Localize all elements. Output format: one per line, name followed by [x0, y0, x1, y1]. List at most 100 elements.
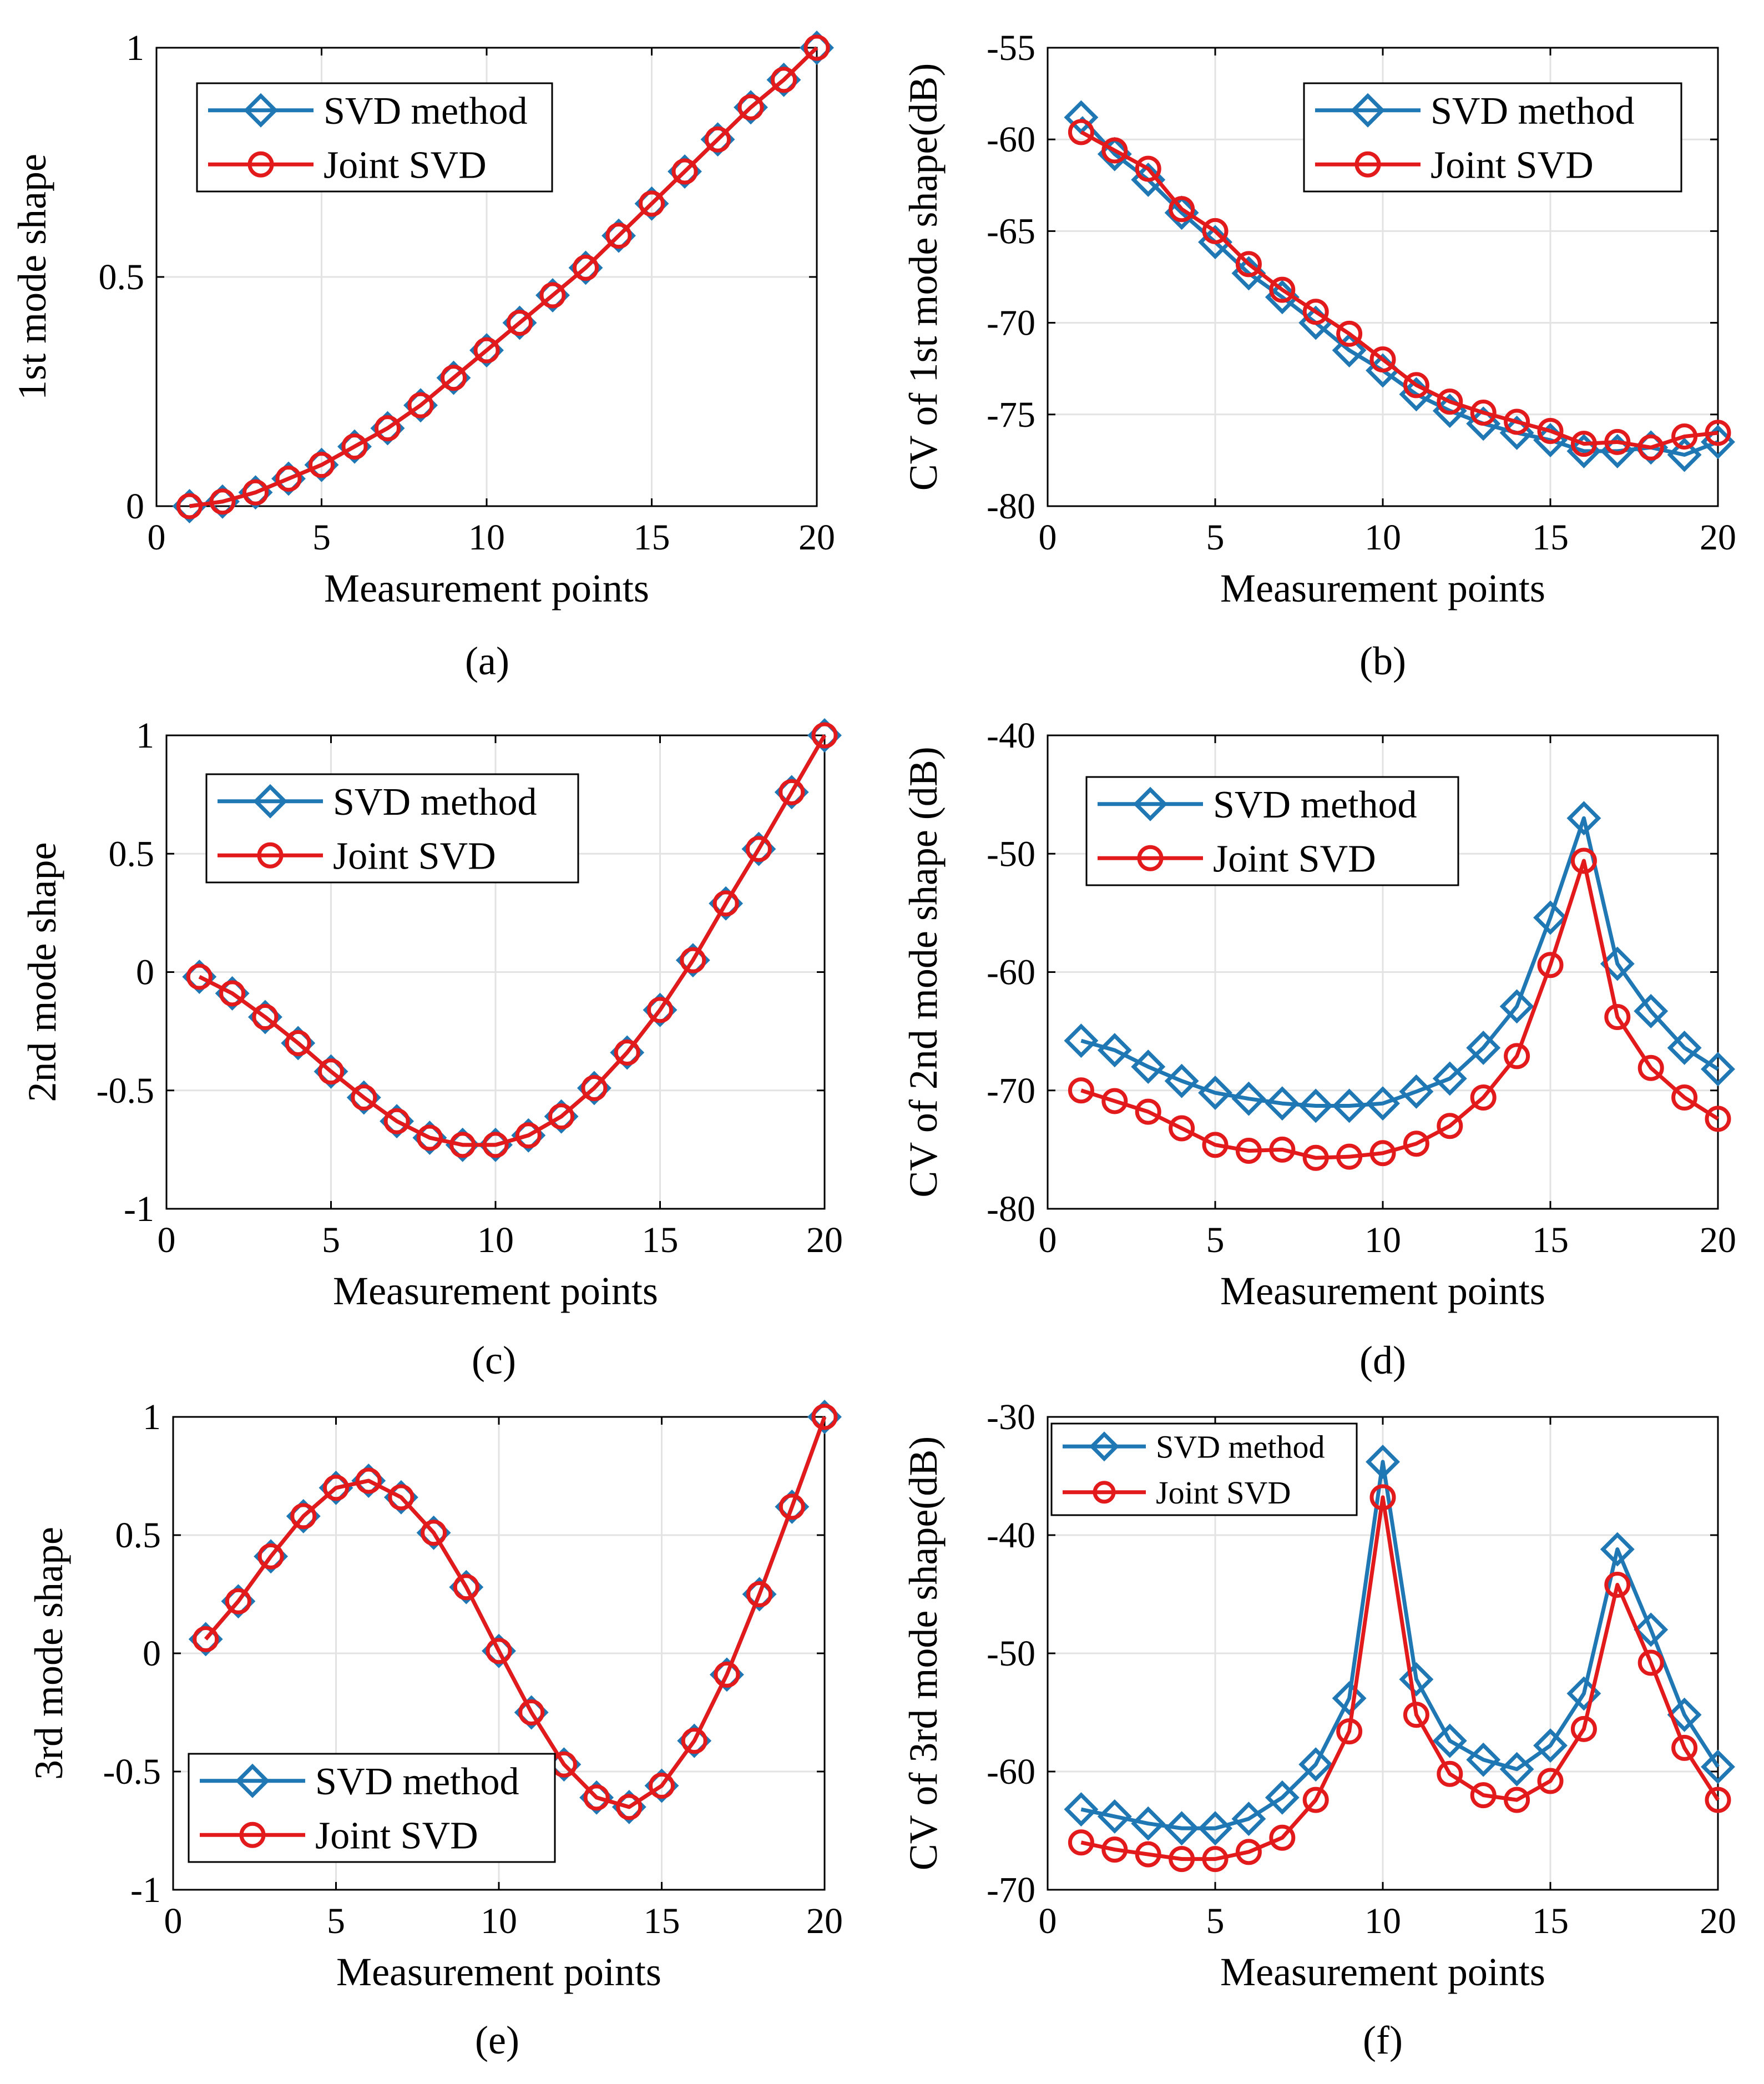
x-tick-label: 5: [327, 1901, 345, 1941]
data-point-circle: [1269, 276, 1296, 303]
x-axis-label: Measurement points: [333, 1269, 658, 1313]
x-tick-label: 10: [1364, 1901, 1401, 1941]
data-point-circle: [1504, 1787, 1530, 1813]
legend-marker-circle: [257, 842, 284, 869]
data-point-circle: [1437, 1113, 1463, 1139]
x-tick-label: 5: [322, 1220, 340, 1260]
legend-label: SVD method: [1431, 90, 1635, 133]
data-point-circle: [351, 1084, 377, 1111]
data-point-circle: [421, 1520, 447, 1546]
data-point-circle: [290, 1503, 317, 1530]
data-point-circle: [453, 1574, 479, 1601]
data-point-circle: [605, 223, 632, 249]
legend-marker-diamond: [235, 1763, 270, 1798]
data-point-circle: [482, 1132, 509, 1158]
data-point-circle: [388, 1484, 415, 1511]
x-axis-label: Measurement points: [1220, 1269, 1545, 1313]
data-point-diamond: [1701, 1052, 1735, 1087]
data-point-diamond: [1332, 1681, 1367, 1715]
series-line: [1080, 130, 1718, 450]
data-point-circle: [1470, 1782, 1497, 1809]
y-tick-label: -60: [987, 1752, 1035, 1792]
data-point-circle: [441, 365, 467, 391]
legend-label: SVD method: [333, 781, 537, 824]
legend: SVD method Joint SVD: [1303, 82, 1682, 193]
data-point-diamond: [1265, 1086, 1300, 1121]
legend-label: Joint SVD: [1431, 144, 1594, 186]
data-point-circle: [573, 254, 599, 281]
data-point-circle: [779, 779, 805, 805]
legend-marker-diamond: [1089, 1431, 1119, 1462]
legend-marker-circle: [1354, 151, 1381, 178]
series-joint-svd: [1068, 847, 1731, 1171]
series-line: [1080, 816, 1719, 1108]
legend-box: [1303, 82, 1682, 193]
data-point-circle: [714, 1661, 740, 1688]
series-joint-svd: [193, 1404, 838, 1820]
y-tick-label: -65: [987, 211, 1035, 251]
data-point-circle: [581, 1074, 608, 1101]
data-point-circle: [1068, 119, 1094, 145]
legend: SVD method Joint SVD: [1085, 776, 1459, 886]
data-point-diamond: [1432, 1723, 1467, 1758]
data-point-circle: [1705, 1787, 1731, 1813]
data-point-circle: [1403, 372, 1429, 398]
data-point-diamond: [1634, 1612, 1669, 1647]
y-tick-label: -60: [987, 952, 1035, 993]
data-point-circle: [647, 997, 673, 1023]
x-tick-label: 5: [1206, 1901, 1225, 1941]
legend-marker-circle: [1093, 1481, 1116, 1504]
data-point-diamond: [1298, 1088, 1333, 1123]
data-point-circle: [275, 465, 302, 492]
data-point-circle: [1403, 1702, 1429, 1728]
x-tick-label: 20: [806, 1220, 843, 1260]
data-point-circle: [318, 1058, 344, 1085]
data-point-circle: [1336, 1718, 1363, 1745]
data-point-circle: [745, 836, 772, 862]
data-point-circle: [712, 890, 739, 917]
legend-marker-diamond: [244, 93, 278, 128]
data-point-diamond: [1064, 1023, 1099, 1058]
data-point-circle: [1202, 1132, 1229, 1158]
series-line: [1080, 859, 1719, 1160]
x-tick-label: 20: [798, 517, 835, 558]
legend-label: Joint SVD: [1213, 837, 1376, 880]
data-point-circle: [649, 1773, 675, 1799]
data-point-diamond: [1600, 1532, 1635, 1567]
x-tick-label: 20: [806, 1901, 843, 1941]
data-point-diamond: [1667, 437, 1702, 472]
x-tick-label: 10: [1364, 1220, 1401, 1260]
data-point-diamond: [1332, 333, 1367, 368]
legend-marker-diamond: [253, 784, 287, 819]
data-point-circle: [1169, 1846, 1195, 1873]
legend-marker-diamond: [1133, 786, 1167, 821]
data-point-circle: [1235, 1839, 1262, 1865]
chart-panel-b: 0 5 10 15 20 -80 -75 -70 -65 -60 -55 Measurement po…: [901, 28, 1736, 683]
data-point-circle: [507, 310, 533, 336]
y-tick-label: -70: [987, 1870, 1035, 1910]
x-tick-label: 15: [644, 1901, 680, 1941]
x-axis-label: Measurement points: [324, 566, 649, 610]
panel-caption: (b): [1359, 639, 1406, 683]
data-point-circle: [1504, 408, 1530, 435]
data-point-diamond: [1265, 1780, 1300, 1815]
data-point-diamond: [1499, 989, 1534, 1024]
data-point-diamond: [1366, 1444, 1400, 1479]
series-joint-svd: [1068, 1484, 1731, 1873]
data-point-circle: [746, 1581, 773, 1607]
y-tick-label: 0.5: [115, 1515, 161, 1556]
data-point-circle: [811, 722, 838, 749]
data-point-diamond: [1231, 1802, 1266, 1836]
data-point-circle: [548, 1103, 575, 1130]
x-tick-label: 15: [642, 1220, 679, 1260]
data-point-circle: [486, 1638, 512, 1664]
legend: SVD method Joint SVD: [1050, 1422, 1358, 1516]
data-point-circle: [1369, 1140, 1396, 1167]
data-point-circle: [186, 963, 213, 990]
data-point-circle: [1637, 1649, 1664, 1676]
y-tick-label: -1: [130, 1870, 161, 1910]
x-tick-label: 10: [477, 1220, 514, 1260]
data-point-circle: [209, 488, 236, 515]
data-point-circle: [1705, 420, 1731, 446]
